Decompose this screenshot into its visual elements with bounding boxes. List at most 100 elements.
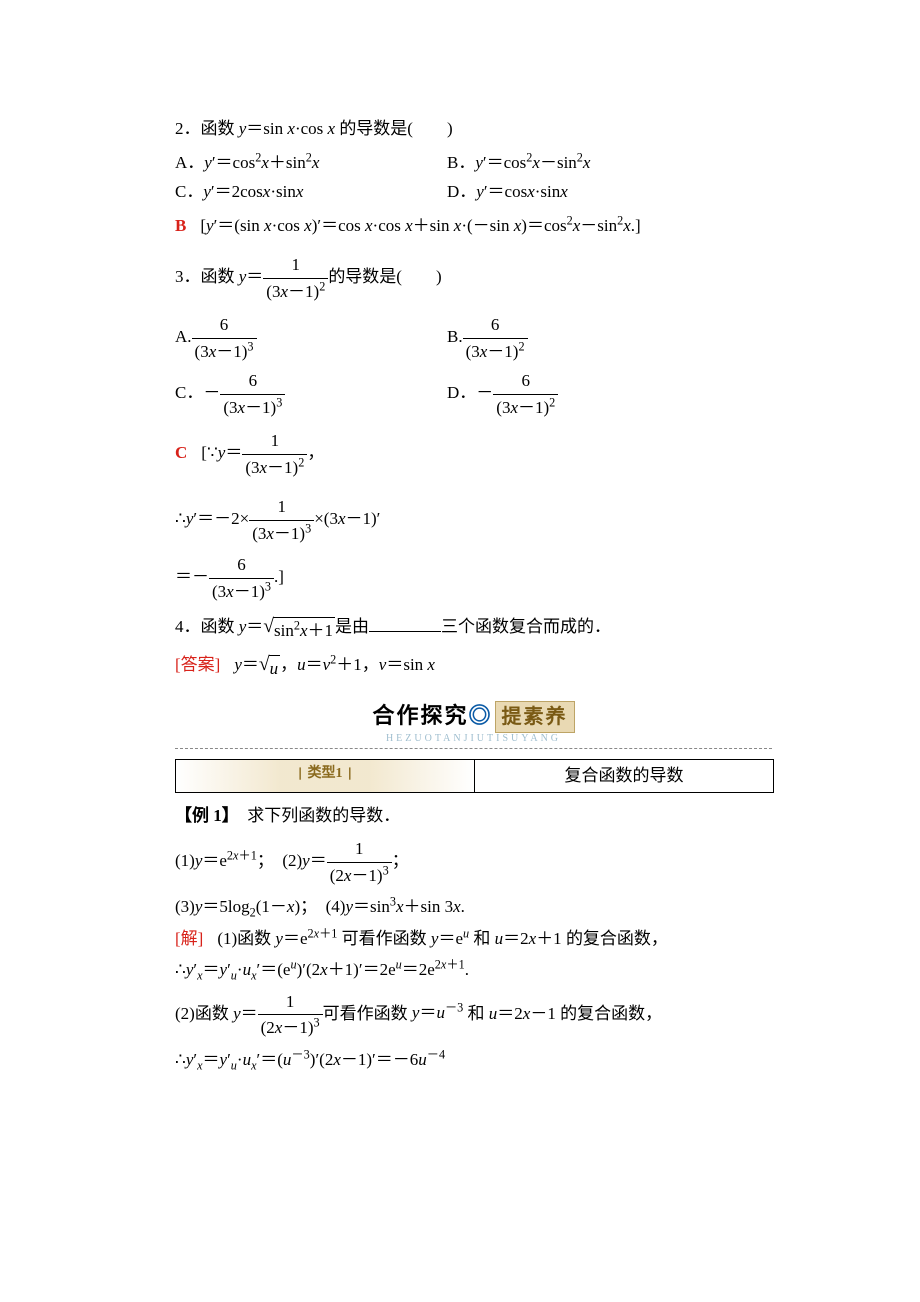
q3-optB: B.6(3x－1)2 xyxy=(447,312,772,364)
q3-frac-den: (3x－1)2 xyxy=(263,278,328,305)
q3-stem-post: 的导数是( ) xyxy=(328,267,441,286)
section-title: 合作探究◎提素养 xyxy=(175,699,772,733)
sol2-mid: 可看作函数 xyxy=(323,1003,412,1022)
question-2: 2．函数 y＝sin x·cos x 的导数是( ) A．y′＝cos2x＋si… xyxy=(175,116,772,238)
title-dot: ◎ xyxy=(469,703,493,728)
q3-frac-num: 1 xyxy=(263,252,328,278)
q3-optA: A.6(3x－1)3 xyxy=(175,312,447,364)
item2-eq: ＝ xyxy=(310,851,327,870)
q4-post: 三个函数复合而成的． xyxy=(441,617,611,636)
type-table: ▏类型1▕ 复合函数的导数 xyxy=(175,759,774,793)
optC-frac: 6(3x－1)3 xyxy=(220,368,285,420)
q3-expl-eq: ＝ xyxy=(225,443,242,462)
q4-sqrt: √sin2x＋1 xyxy=(263,617,335,644)
q4-number: 4． xyxy=(175,617,201,636)
sol1-post: 的复合函数， xyxy=(562,929,668,948)
ex1-sol2-line2: ∴y′x＝y′u·ux′＝(u－3)′(2x－1)′＝－6u－4 xyxy=(175,1047,772,1073)
q3-expl-den: (3x－1)2 xyxy=(242,454,307,481)
ex1-sol1-line1: [解](1)函数 y＝e2x＋1 可看作函数 y＝eu 和 u＝2x＋1 的复合… xyxy=(175,926,772,952)
sol2-eq: ＝ xyxy=(241,1003,258,1022)
type-label: ▏类型1▕ xyxy=(176,760,475,792)
q3-number: 3． xyxy=(175,267,201,286)
title-right: 提素养 xyxy=(495,701,575,733)
q3-deriv-line3: ＝－6(3x－1)3.] xyxy=(175,552,772,604)
q4-mid: 是由 xyxy=(335,617,369,636)
q2-expl: [y′＝(sin x·cos x)′＝cos x·cos x＋sin x·(－s… xyxy=(200,216,640,235)
item2-y: y xyxy=(302,851,310,870)
q2-optB: B．y′＝cos2x－sin2x xyxy=(447,150,772,176)
optB-label: B． xyxy=(447,153,475,172)
q3-optD: D．－6(3x－1)2 xyxy=(447,368,772,420)
q4-ans-y: y xyxy=(234,655,242,674)
q4-ans2: u＝v2＋1 xyxy=(297,655,362,674)
q2-answer: B [y′＝(sin x·cos x)′＝cos x·cos x＋sin x·(－… xyxy=(175,213,772,239)
q2-answer-letter: B xyxy=(175,216,186,235)
q2-stem-post: 的导数是( ) xyxy=(335,119,453,138)
ex1-sol2-line1: (2)函数 y＝1(2x－1)3可看作函数 y＝u－3 和 u＝2x－1 的复合… xyxy=(175,989,772,1041)
optB-den: (3x－1)2 xyxy=(463,338,528,365)
optC-label: C． xyxy=(175,182,203,201)
sol1-and: 和 xyxy=(469,929,495,948)
optD-frac: 6(3x－1)2 xyxy=(493,368,558,420)
q3-stem: 3．函数 y＝1(3x－1)2的导数是( ) xyxy=(175,252,772,304)
q3-optC: C．－6(3x－1)3 xyxy=(175,368,447,420)
type-title: 复合函数的导数 xyxy=(475,760,773,792)
optC-label: C． xyxy=(175,383,203,402)
item3-label: (3) xyxy=(175,897,195,916)
q3-l3-den: (3x－1)3 xyxy=(209,578,274,605)
q2-optD: D．y′＝cosx·sinx xyxy=(447,179,772,205)
q3-expl-num: 1 xyxy=(242,428,307,454)
ex1-stem: 【例 1】 求下列函数的导数． xyxy=(175,803,772,829)
q3-stem-pre: 函数 xyxy=(201,267,239,286)
sol2-y: y xyxy=(233,1003,241,1022)
dashed-rule xyxy=(175,748,772,749)
q4-ans3: v＝sin x xyxy=(379,655,435,674)
optB-num: 6 xyxy=(463,312,528,338)
q4-radicand: sin2x＋1 xyxy=(273,617,335,644)
q2-optC: C．y′＝2cosx·sinx xyxy=(175,179,447,205)
q4-answer: [答案]y＝√u，u＝v2＋1，v＝sin x xyxy=(175,652,772,682)
q4-stem-pre: 函数 xyxy=(201,617,239,636)
title-left: 合作探究 xyxy=(372,703,468,728)
item1-sep: ； xyxy=(257,851,266,870)
q3-expl-open: [∵ xyxy=(201,443,217,462)
q3-l3-frac: 6(3x－1)3 xyxy=(209,552,274,604)
q2-stem: 2．函数 y＝sin x·cos x 的导数是( ) xyxy=(175,116,772,142)
q2-stem-pre: 函数 xyxy=(201,119,239,138)
q2-rhs: sin x·cos x xyxy=(263,119,335,138)
optB-frac: 6(3x－1)2 xyxy=(463,312,528,364)
q3-opts-row1: A.6(3x－1)3 B.6(3x－1)2 xyxy=(175,312,772,364)
sol1-mid: 可看作函数 xyxy=(337,929,431,948)
solution-label: [解] xyxy=(175,929,203,948)
optA-num: 6 xyxy=(192,312,257,338)
q3-answer: C[∵y＝1(3x－1)2， xyxy=(175,428,772,480)
q3-deriv-line2: ∴y′＝－2×1(3x－1)3×(3x－1)′ xyxy=(175,494,772,546)
q3-l2-num: 1 xyxy=(249,494,314,520)
ex1-stem-text: 求下列函数的导数． xyxy=(230,806,400,825)
q4-eq: ＝ xyxy=(246,617,263,636)
question-3: 3．函数 y＝1(3x－1)2的导数是( ) A.6(3x－1)3 B.6(3x… xyxy=(175,252,772,604)
optB-label: B. xyxy=(447,327,463,346)
item2-den: (2x－1)3 xyxy=(327,862,392,889)
optA-label: A. xyxy=(175,327,192,346)
q3-l3-pre: ＝－ xyxy=(175,567,209,586)
q2-opts-row1: A．y′＝cos2x＋sin2x B．y′＝cos2x－sin2x xyxy=(175,150,772,176)
q3-expl-frac: 1(3x－1)2 xyxy=(242,428,307,480)
item1-label: (1) xyxy=(175,851,195,870)
optA-frac: 6(3x－1)3 xyxy=(192,312,257,364)
q4-stem: 4．函数 y＝√sin2x＋1是由三个函数复合而成的． xyxy=(175,614,772,644)
q3-answer-letter: C xyxy=(175,443,187,462)
optD-num: 6 xyxy=(493,368,558,394)
q3-l3-post: .] xyxy=(274,567,284,586)
optD-label: D． xyxy=(447,383,476,402)
item3-sep: ； xyxy=(300,897,309,916)
q4-ans-rad: u xyxy=(269,655,281,682)
q3-l2-den: (3x－1)3 xyxy=(249,520,314,547)
q3-frac: 1(3x－1)2 xyxy=(263,252,328,304)
answer-label: [答案] xyxy=(175,655,220,674)
ex1-items-row1: (1)y＝e2x＋1； (2)y＝1(2x－1)3； xyxy=(175,836,772,888)
optA-den: (3x－1)3 xyxy=(192,338,257,365)
q2-opts-row2: C．y′＝2cosx·sinx D．y′＝cosx·sinx xyxy=(175,179,772,205)
q4-ans-sqrt: √u xyxy=(259,655,280,682)
q3-opts-row2: C．－6(3x－1)3 D．－6(3x－1)2 xyxy=(175,368,772,420)
